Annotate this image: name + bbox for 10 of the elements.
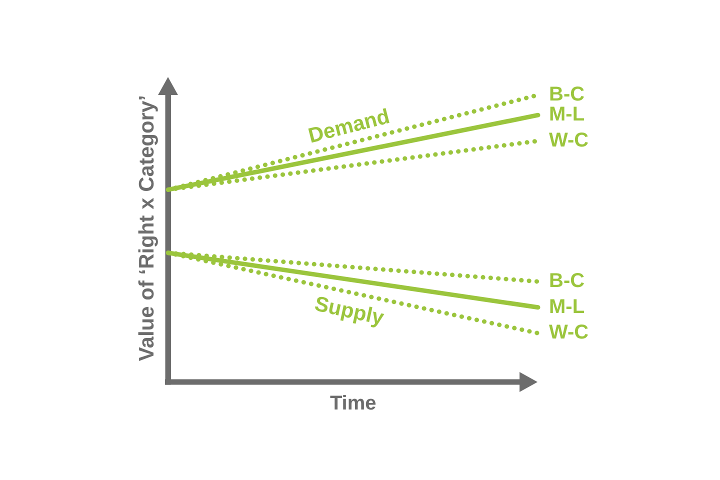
annotation: Supply [312,292,386,330]
series-label: B-C [549,270,585,292]
annotation: Demand [306,104,392,148]
series-label: M-L [549,104,585,126]
x-axis-title: Time [330,392,376,415]
series-label: B-C [549,84,585,106]
series-label: M-L [549,296,585,318]
y-axis-title: Value of ‘Right x Category’ [135,95,158,362]
series-label: W-C [549,322,589,344]
series-label: W-C [549,129,589,152]
